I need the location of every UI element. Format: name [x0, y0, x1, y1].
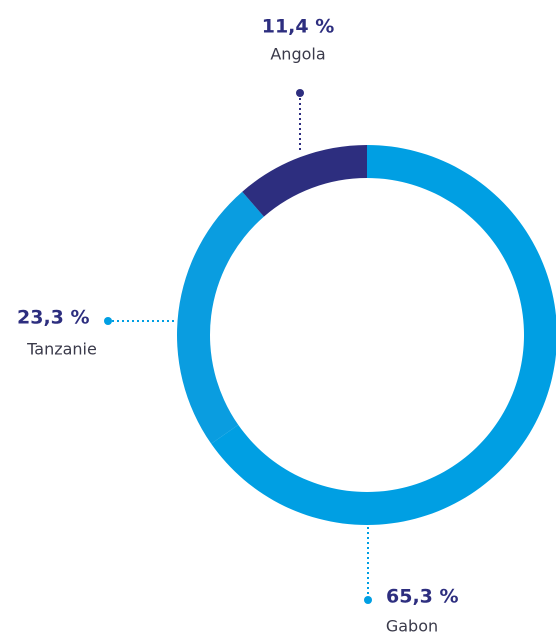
leader-dot — [364, 596, 372, 604]
category-label: Angola — [270, 45, 325, 64]
category-label: Gabon — [386, 617, 438, 634]
category-label: Tanzanie — [26, 340, 97, 359]
donut-segment — [242, 145, 367, 217]
value-label: 65,3 % — [386, 586, 459, 608]
leader-dot — [104, 317, 112, 325]
donut-segment — [177, 191, 264, 444]
leader-dot — [296, 89, 304, 97]
value-label: 11,4 % — [262, 16, 335, 38]
value-label: 23,3 % — [17, 307, 90, 329]
